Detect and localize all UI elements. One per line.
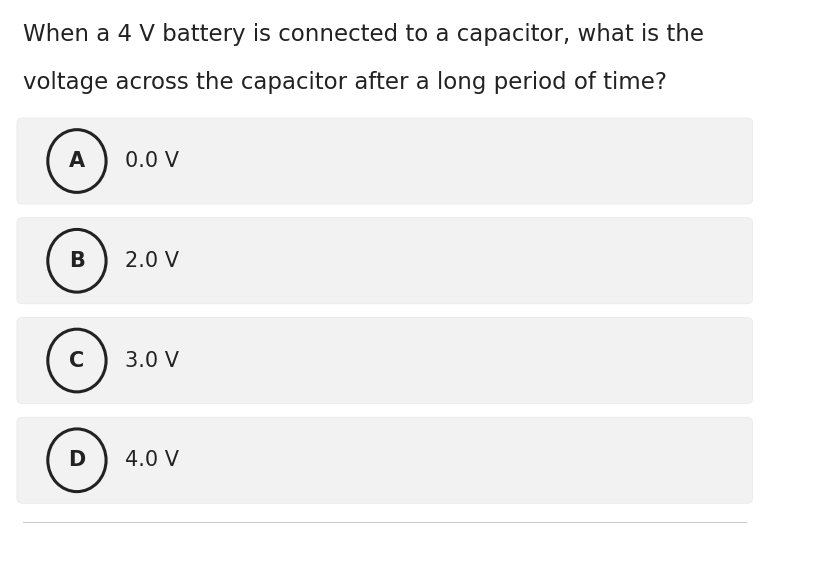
Text: D: D xyxy=(69,450,85,470)
Text: A: A xyxy=(69,151,85,171)
FancyBboxPatch shape xyxy=(17,417,752,503)
FancyBboxPatch shape xyxy=(17,118,752,204)
Text: B: B xyxy=(69,251,85,271)
FancyBboxPatch shape xyxy=(17,218,752,304)
Text: 0.0 V: 0.0 V xyxy=(125,151,179,171)
Ellipse shape xyxy=(48,129,106,193)
Ellipse shape xyxy=(48,329,106,392)
Text: C: C xyxy=(69,351,84,370)
Text: 3.0 V: 3.0 V xyxy=(125,351,179,370)
Text: When a 4 V battery is connected to a capacitor, what is the: When a 4 V battery is connected to a cap… xyxy=(23,23,703,46)
Ellipse shape xyxy=(48,429,106,491)
Ellipse shape xyxy=(48,229,106,292)
Text: 2.0 V: 2.0 V xyxy=(125,251,179,271)
Text: voltage across the capacitor after a long period of time?: voltage across the capacitor after a lon… xyxy=(23,71,667,94)
Text: 4.0 V: 4.0 V xyxy=(125,450,179,470)
FancyBboxPatch shape xyxy=(17,317,752,404)
